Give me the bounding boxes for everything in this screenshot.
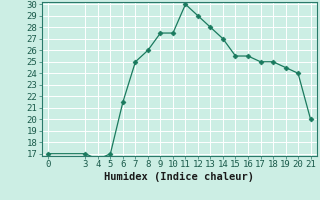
X-axis label: Humidex (Indice chaleur): Humidex (Indice chaleur) — [104, 172, 254, 182]
